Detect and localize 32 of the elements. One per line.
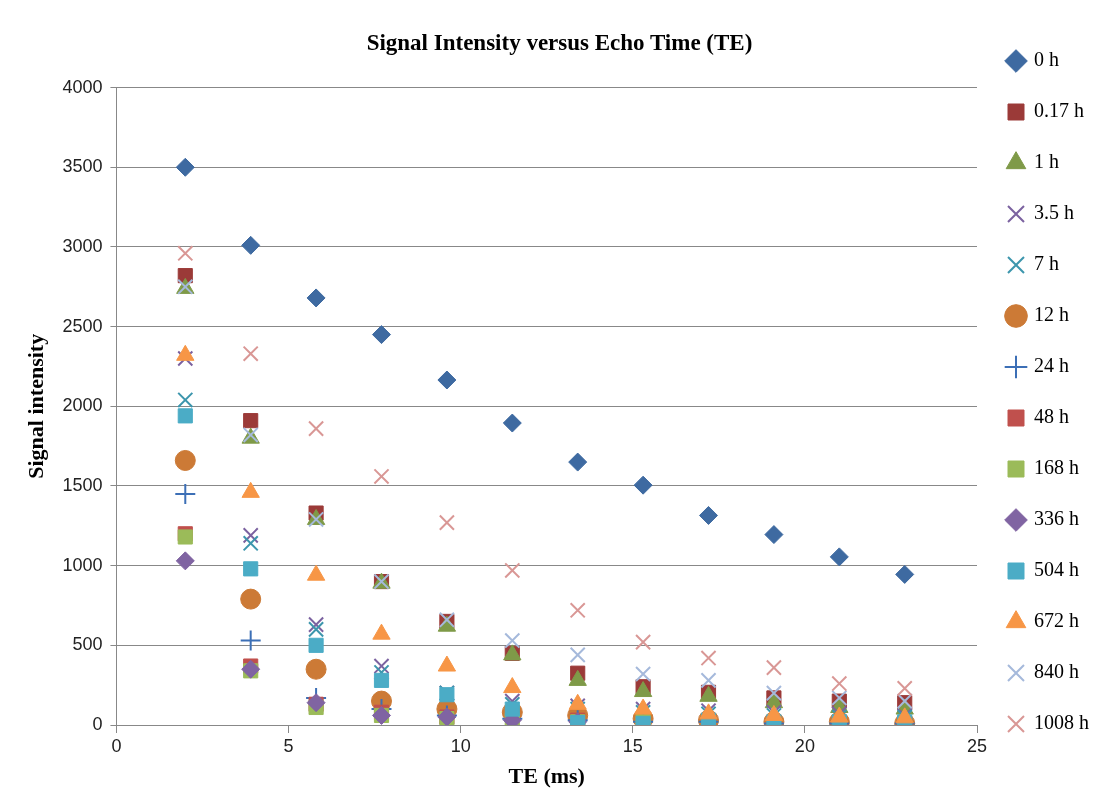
y-tick-label: 2000 — [62, 395, 103, 416]
y-tick-label: 1500 — [62, 474, 103, 495]
legend-label: 0 h — [1034, 48, 1059, 71]
legend-label: 504 h — [1034, 558, 1079, 581]
x-tick-label: 5 — [283, 735, 294, 756]
chart-title: Signal Intensity versus Echo Time (TE) — [366, 29, 753, 55]
y-tick-label: 3000 — [62, 235, 103, 256]
y-axis-title: Signal intensity — [22, 333, 48, 479]
legend-label: 24 h — [1034, 354, 1069, 377]
x-tick-label: 20 — [794, 735, 815, 756]
legend-label: 7 h — [1034, 252, 1059, 275]
legend-label: 336 h — [1034, 507, 1079, 530]
y-tick-label: 0 — [92, 713, 103, 734]
legend-label: 0.17 h — [1034, 99, 1084, 122]
legend-label: 168 h — [1034, 456, 1079, 479]
legend-label: 48 h — [1034, 405, 1069, 428]
legend-label: 1008 h — [1034, 711, 1089, 734]
legend-label: 12 h — [1034, 303, 1069, 326]
legend-label: 3.5 h — [1034, 201, 1074, 224]
y-tick-label: 1000 — [62, 554, 103, 575]
legend-label: 672 h — [1034, 609, 1079, 632]
x-axis-title: TE (ms) — [508, 763, 585, 789]
x-tick-label: 0 — [111, 735, 122, 756]
legend-label: 1 h — [1034, 150, 1059, 173]
y-tick-label: 4000 — [62, 76, 103, 97]
y-tick-label: 2500 — [62, 315, 103, 336]
y-tick-label: 500 — [72, 634, 103, 655]
x-tick-label: 10 — [450, 735, 471, 756]
x-tick-label: 15 — [622, 735, 643, 756]
y-tick-label: 3500 — [62, 156, 103, 177]
x-tick-label: 25 — [966, 735, 988, 756]
legend-label: 840 h — [1034, 660, 1079, 683]
